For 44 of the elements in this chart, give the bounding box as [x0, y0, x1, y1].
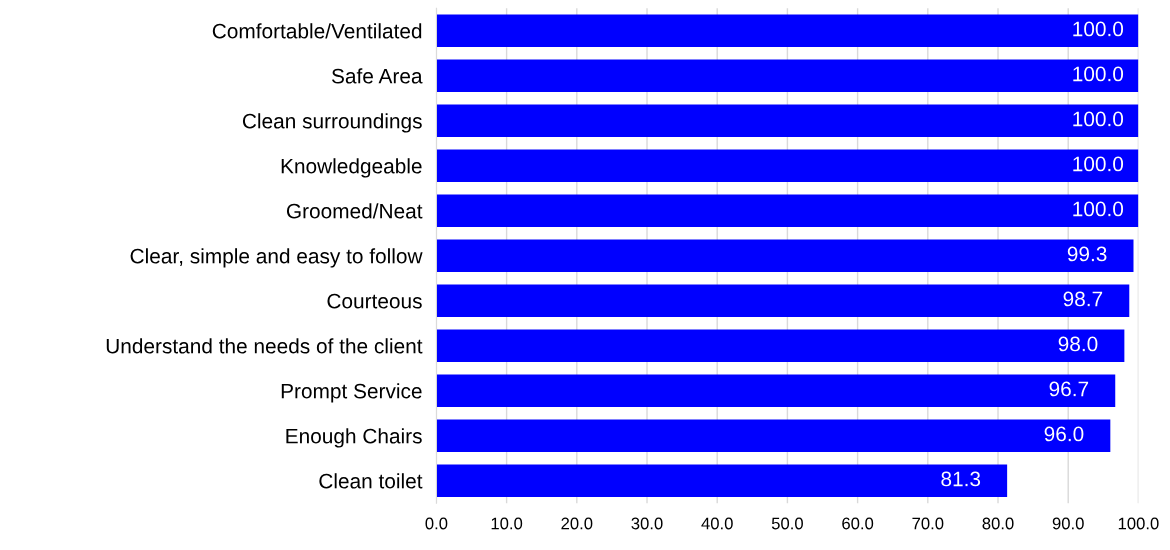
bar — [436, 239, 1134, 272]
bar — [436, 194, 1139, 227]
y-tick-label: Prompt Service — [281, 383, 422, 403]
bar — [436, 14, 1139, 47]
bar — [436, 104, 1139, 137]
data-label: 96.7 — [1049, 381, 1089, 397]
y-tick-label: Groomed/Neat — [286, 203, 423, 219]
data-label: 100.0 — [1073, 201, 1124, 217]
bar — [436, 59, 1139, 92]
y-tick-label: Courteous — [327, 293, 422, 309]
bar — [436, 374, 1116, 407]
y-tick-label: Understand the needs of the client — [106, 338, 423, 354]
y-tick-label: Clear, simple and easy to follow — [130, 248, 423, 268]
bar — [436, 149, 1139, 182]
x-tick-label: 100.0 — [1118, 517, 1159, 530]
bar — [436, 329, 1125, 362]
data-label: 98.7 — [1063, 291, 1103, 307]
x-tick-label: 10.0 — [491, 517, 523, 530]
data-label: 99.3 — [1067, 246, 1107, 262]
x-tick-label: 0.0 — [425, 517, 448, 530]
x-tick-label: 50.0 — [771, 517, 803, 530]
x-tick-label: 60.0 — [842, 517, 874, 530]
data-label: 81.3 — [941, 471, 981, 487]
y-tick-label: Clean toilet — [319, 473, 423, 489]
x-tick-label: 80.0 — [982, 517, 1014, 530]
data-label: 98.0 — [1058, 336, 1098, 352]
y-tick-label: Knowledgeable — [281, 158, 422, 178]
bar — [436, 284, 1130, 317]
data-label: 100.0 — [1073, 21, 1124, 37]
x-tick-label: 30.0 — [631, 517, 663, 530]
y-tick-label: Enough Chairs — [286, 428, 422, 448]
x-tick-label: 70.0 — [912, 517, 944, 530]
bar — [436, 419, 1111, 452]
data-label: 100.0 — [1073, 156, 1124, 172]
data-label: 96.0 — [1044, 426, 1084, 442]
x-tick-label: 90.0 — [1052, 517, 1084, 530]
data-label: 100.0 — [1073, 66, 1124, 82]
y-tick-label: Clean surroundings — [242, 113, 422, 133]
y-tick-label: Comfortable/Ventilated — [212, 23, 422, 39]
x-tick-label: 20.0 — [561, 517, 593, 530]
x-tick-label: 40.0 — [701, 517, 733, 530]
y-tick-label: Safe Area — [331, 68, 423, 84]
data-label: 100.0 — [1073, 111, 1124, 127]
bar — [436, 464, 1008, 497]
